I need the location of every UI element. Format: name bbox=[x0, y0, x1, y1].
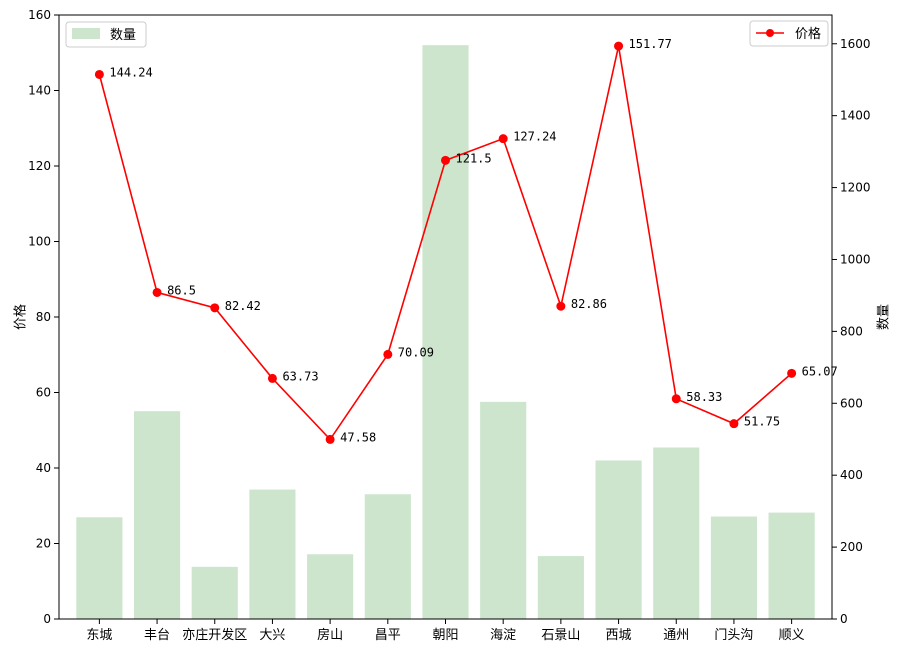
price-point-8 bbox=[556, 301, 566, 311]
bar-10 bbox=[653, 447, 700, 619]
x-tick-label-12: 顺义 bbox=[779, 628, 805, 643]
price-label-7: 127.24 bbox=[513, 130, 556, 144]
bar-11 bbox=[710, 516, 758, 619]
legend-line: 价格 bbox=[749, 20, 829, 47]
price-point-12 bbox=[787, 368, 797, 378]
price-point-11 bbox=[729, 419, 739, 429]
y2-tick-label-5: 1000 bbox=[840, 252, 871, 266]
legend-line-marker bbox=[766, 29, 774, 37]
price-point-3 bbox=[267, 373, 277, 383]
x-tick-label-8: 石景山 bbox=[541, 628, 580, 643]
x-tick-label-1: 丰台 bbox=[144, 628, 170, 643]
price-label-11: 51.75 bbox=[744, 415, 780, 429]
price-point-9 bbox=[614, 41, 624, 51]
y2-tick-label-8: 1600 bbox=[840, 37, 871, 51]
bar-2 bbox=[191, 566, 238, 619]
bar-9 bbox=[595, 460, 642, 619]
x-tick-label-4: 房山 bbox=[317, 627, 343, 643]
price-point-6 bbox=[441, 155, 450, 165]
y-tick-label-8: 160 bbox=[28, 8, 51, 22]
bar-1 bbox=[133, 411, 181, 619]
x-tick-label-3: 大兴 bbox=[259, 628, 285, 643]
bar-5 bbox=[364, 494, 411, 619]
y2-tick-label-1: 200 bbox=[840, 540, 863, 554]
x-tick-label-9: 西城 bbox=[606, 628, 632, 643]
y-tick-label-7: 140 bbox=[28, 84, 51, 98]
price-label-5: 70.09 bbox=[398, 345, 434, 359]
y2-tick-label-7: 1400 bbox=[840, 109, 871, 123]
legend-bar: 数量 bbox=[65, 21, 147, 48]
price-label-12: 65.07 bbox=[802, 364, 838, 378]
y-tick-label-0: 0 bbox=[43, 612, 51, 626]
price-label-9: 151.77 bbox=[629, 37, 672, 51]
x-tick-label-11: 门头沟 bbox=[714, 628, 753, 643]
legend-bar-label: 数量 bbox=[110, 28, 136, 43]
y-tick-label-2: 40 bbox=[36, 461, 51, 475]
y-tick-label-4: 80 bbox=[36, 310, 51, 324]
price-point-10 bbox=[671, 394, 681, 404]
y2-tick-label-0: 0 bbox=[840, 612, 848, 626]
y-tick-label-6: 120 bbox=[28, 159, 51, 173]
y2-tick-label-6: 1200 bbox=[840, 181, 871, 195]
y-tick-label-5: 100 bbox=[28, 235, 51, 249]
x-tick-label-2: 亦庄开发区 bbox=[182, 627, 247, 643]
y-tick-label-3: 60 bbox=[36, 386, 51, 400]
x-tick-label-0: 东城 bbox=[86, 628, 112, 643]
bar-6 bbox=[422, 45, 469, 619]
price-point-0 bbox=[94, 69, 104, 79]
bar-4 bbox=[307, 554, 354, 619]
price-point-2 bbox=[210, 303, 220, 313]
bar-7 bbox=[480, 401, 527, 619]
legend-bar-swatch bbox=[72, 28, 100, 39]
price-point-4 bbox=[325, 434, 335, 444]
x-tick-label-10: 通州 bbox=[663, 628, 689, 643]
bar-8 bbox=[537, 556, 584, 619]
price-label-1: 86.5 bbox=[167, 283, 196, 297]
bar-0 bbox=[76, 517, 123, 619]
y2-tick-label-4: 800 bbox=[840, 324, 863, 338]
x-tick-label-6: 朝阳 bbox=[432, 628, 458, 643]
price-label-4: 47.58 bbox=[340, 430, 376, 444]
bar-12 bbox=[768, 512, 815, 619]
y-axis-title: 价格 bbox=[13, 304, 29, 330]
y2-tick-label-2: 400 bbox=[840, 468, 863, 482]
price-point-1 bbox=[152, 287, 162, 297]
price-label-0: 144.24 bbox=[109, 65, 152, 79]
y2-axis-title: 数量 bbox=[877, 304, 892, 330]
price-label-3: 63.73 bbox=[282, 369, 318, 383]
price-label-6: 121.5 bbox=[456, 151, 492, 165]
price-label-8: 82.86 bbox=[571, 297, 607, 311]
price-label-10: 58.33 bbox=[686, 390, 722, 404]
x-tick-label-7: 海淀 bbox=[490, 628, 516, 643]
x-tick-label-5: 昌平 bbox=[375, 628, 401, 643]
y-tick-label-1: 20 bbox=[36, 537, 51, 551]
legend-line-label: 价格 bbox=[795, 26, 821, 42]
price-point-7 bbox=[498, 134, 508, 144]
price-point-5 bbox=[383, 349, 393, 359]
bar-3 bbox=[249, 489, 296, 619]
y2-tick-label-3: 600 bbox=[840, 396, 863, 410]
price-label-2: 82.42 bbox=[225, 299, 261, 313]
